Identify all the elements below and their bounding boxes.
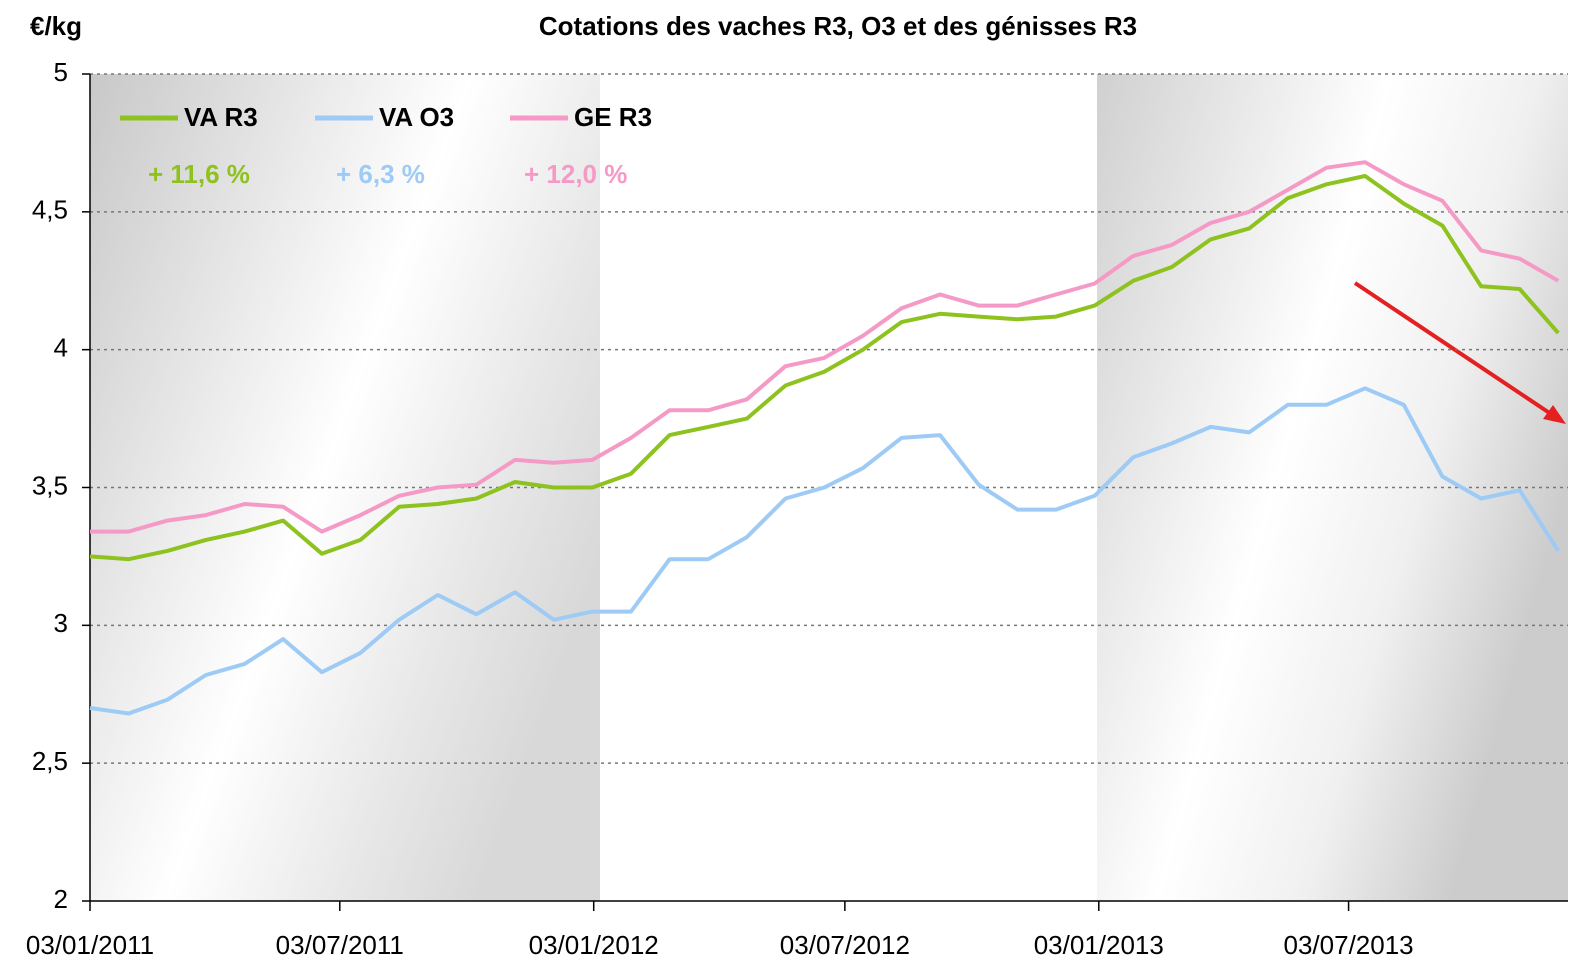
arrow-head xyxy=(1543,405,1566,424)
y-tick-label: 2 xyxy=(54,884,68,914)
legend-label: GE R3 xyxy=(574,102,652,132)
y-tick-label: 4 xyxy=(54,333,68,363)
annotation: + 12,0 % xyxy=(524,159,627,189)
x-tick-label: 03/07/2012 xyxy=(780,930,910,960)
legend-label: VA O3 xyxy=(379,102,454,132)
x-tick-label: 03/01/2013 xyxy=(1034,930,1164,960)
series-line xyxy=(89,386,1560,716)
annotation: + 11,6 % xyxy=(148,159,250,189)
y-tick-label: 4,5 xyxy=(32,195,68,225)
x-tick-label: 03/01/2011 xyxy=(26,930,154,960)
y-tick-label: 5 xyxy=(54,57,68,87)
y-tick-label: 2,5 xyxy=(32,746,68,776)
legend-label: VA R3 xyxy=(184,102,258,132)
y-axis-label: €/kg xyxy=(30,11,82,41)
arrow xyxy=(1353,281,1562,422)
series-line xyxy=(90,160,1560,534)
annotation: + 6,3 % xyxy=(336,159,425,189)
x-tick-label: 03/07/2011 xyxy=(276,930,404,960)
y-tick-label: 3,5 xyxy=(32,470,68,500)
series-line xyxy=(89,174,1560,562)
x-tick-label: 03/07/2013 xyxy=(1284,930,1414,960)
x-tick-label: 03/01/2012 xyxy=(529,930,659,960)
y-tick-label: 3 xyxy=(54,608,68,638)
chart-title: Cotations des vaches R3, O3 et des génis… xyxy=(539,11,1137,41)
